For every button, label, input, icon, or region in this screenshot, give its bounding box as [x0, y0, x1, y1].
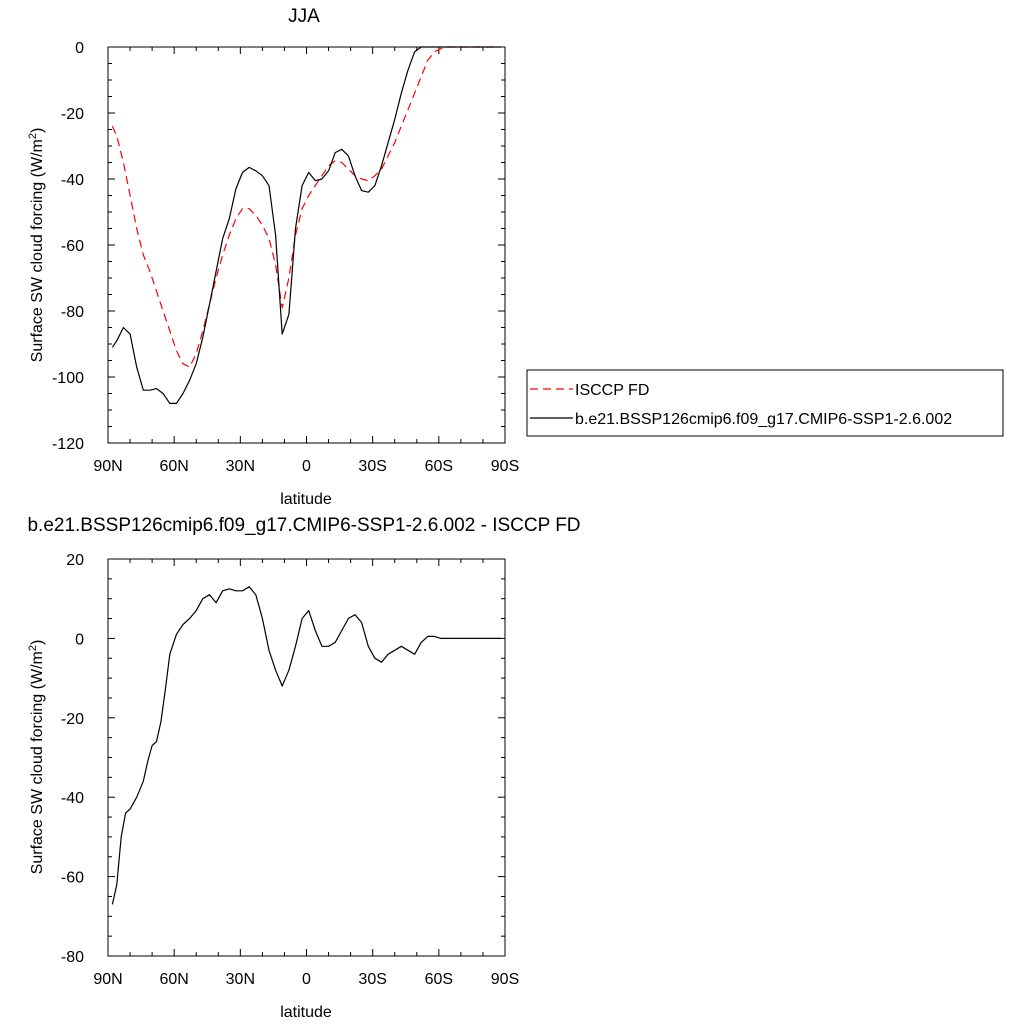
top-panel: JJA 90N 60N 30N 0 30S 60S 90S 0 -20 -40 -60 -80 -100…	[27, 6, 1004, 508]
x-tick-label: 60S	[425, 458, 453, 475]
bottom-panel: b.e21.BSSP126cmip6.f09_g17.CMIP6-SSP1-2.…	[27, 515, 581, 1021]
series-line-1-0	[111, 586, 501, 905]
bottom-chart-title: b.e21.BSSP126cmip6.f09_g17.CMIP6-SSP1-2.…	[27, 515, 580, 536]
x-tick-label: 60S	[425, 971, 453, 988]
bottom-series-lines	[111, 586, 501, 905]
y-tick-label: 0	[75, 631, 84, 648]
x-tick-label: 30N	[226, 971, 255, 988]
bottom-y-axis-label: Surface SW cloud forcing (W/m2)	[27, 640, 46, 875]
top-x-axis-label: latitude	[280, 491, 332, 508]
x-tick-label: 30S	[358, 458, 386, 475]
x-tick-label: 90N	[93, 458, 122, 475]
y-tick-label: -60	[61, 870, 84, 887]
y-tick-label: -60	[61, 238, 84, 255]
legend-label-model: b.e21.BSSP126cmip6.f09_g17.CMIP6-SSP1-2.…	[575, 411, 952, 428]
y-tick-label: -40	[61, 790, 84, 807]
x-tick-label: 60N	[159, 971, 188, 988]
bottom-plot-frame	[107, 558, 506, 957]
x-tick-label: 60N	[159, 458, 188, 475]
y-tick-label: -120	[52, 436, 84, 453]
top-y-axis-label: Surface SW cloud forcing (W/m2)	[27, 128, 46, 363]
top-axis-ticks: 90N 60N 30N 0 30S 60S 90S 0 -20 -40 -60 -80 -100 -120	[52, 40, 519, 475]
y-tick-label: -20	[61, 106, 84, 123]
top-plot-frame	[107, 46, 506, 444]
x-tick-label: 90S	[491, 458, 519, 475]
y-tick-label: 20	[66, 552, 84, 569]
x-tick-label: 0	[302, 458, 311, 475]
x-tick-label: 90N	[93, 971, 122, 988]
x-tick-label: 30S	[358, 971, 386, 988]
y-tick-label: 0	[75, 40, 84, 57]
legend: ISCCP FD b.e21.BSSP126cmip6.f09_g17.CMIP…	[526, 369, 1004, 437]
y-tick-label: -80	[61, 949, 84, 966]
x-tick-label: 90S	[491, 971, 519, 988]
y-tick-label: -100	[52, 370, 84, 387]
top-chart-title: JJA	[288, 6, 320, 27]
top-series-lines	[111, 46, 501, 404]
y-tick-label: -80	[61, 304, 84, 321]
y-tick-label: -40	[61, 172, 84, 189]
y-tick-label: -20	[61, 711, 84, 728]
legend-label-isccp: ISCCP FD	[575, 382, 649, 399]
bottom-axis-ticks: 90N 60N 30N 0 30S 60S 90S 20 0 -20 -40 -60 -80	[61, 552, 519, 988]
x-tick-label: 30N	[226, 458, 255, 475]
bottom-x-axis-label: latitude	[280, 1004, 332, 1021]
series-line-0-0	[111, 46, 501, 368]
series-line-0-1	[111, 46, 501, 404]
legend-box	[526, 369, 1004, 437]
x-tick-label: 0	[302, 971, 311, 988]
